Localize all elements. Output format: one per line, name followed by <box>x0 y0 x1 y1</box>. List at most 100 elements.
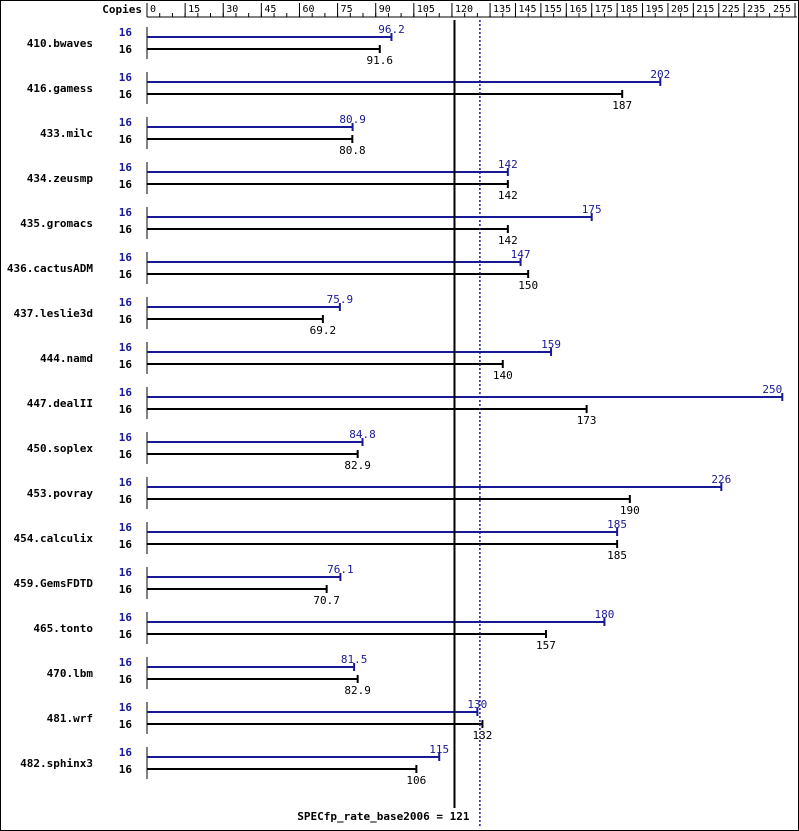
base-value-label: 91.6 <box>367 54 394 67</box>
benchmark-label: 436.cactusADM <box>7 262 93 275</box>
base-value-label: 106 <box>406 774 426 787</box>
benchmark-label: 481.wrf <box>47 712 93 725</box>
base-copies: 16 <box>119 583 133 596</box>
base-value-label: 157 <box>536 639 556 652</box>
base-value-label: 70.7 <box>313 594 340 607</box>
x-tick-label: 90 <box>379 4 391 15</box>
x-tick-label: 0 <box>150 4 156 15</box>
peak-copies: 16 <box>119 206 133 219</box>
x-tick-label: 120 <box>455 4 473 15</box>
base-summary-label: SPECfp_rate_base2006 = 121 <box>297 810 470 823</box>
benchmark-label: 450.soplex <box>27 442 94 455</box>
base-copies: 16 <box>119 268 133 281</box>
base-copies: 16 <box>119 448 133 461</box>
peak-copies: 16 <box>119 116 133 129</box>
benchmark-row: 444.namd 16 159 16 140 <box>40 338 561 382</box>
benchmark-row: 410.bwaves 16 96.2 16 91.6 <box>27 23 405 67</box>
base-copies: 16 <box>119 403 133 416</box>
x-tick-label: 15 <box>188 4 200 15</box>
peak-value-label: 115 <box>429 743 449 756</box>
benchmark-row: 481.wrf 16 130 16 132 <box>47 698 493 742</box>
x-tick-label: 175 <box>595 4 613 15</box>
benchmark-label: 416.gamess <box>27 82 93 95</box>
base-value-label: 82.9 <box>344 684 371 697</box>
x-tick-label: 165 <box>569 4 587 15</box>
benchmark-label: 482.sphinx3 <box>20 757 93 770</box>
base-copies: 16 <box>119 88 133 101</box>
base-copies: 16 <box>119 133 133 146</box>
x-tick-label: 235 <box>747 4 765 15</box>
peak-value-label: 185 <box>607 518 627 531</box>
benchmark-row: 482.sphinx3 16 115 16 106 <box>20 743 449 787</box>
peak-copies: 16 <box>119 566 133 579</box>
base-copies: 16 <box>119 673 133 686</box>
x-tick-label: 195 <box>646 4 664 15</box>
base-copies: 16 <box>119 538 133 551</box>
peak-value-label: 147 <box>511 248 531 261</box>
benchmark-row: 454.calculix 16 185 16 185 <box>14 518 628 562</box>
peak-value-label: 159 <box>541 338 561 351</box>
base-copies: 16 <box>119 43 133 56</box>
benchmark-rows: 410.bwaves 16 96.2 16 91.6 416.gamess 16 202 16 1… <box>7 23 784 787</box>
copies-header: Copies <box>102 3 142 16</box>
base-value-label: 82.9 <box>344 459 371 472</box>
x-tick-label: 155 <box>544 4 562 15</box>
benchmark-row: 434.zeusmp 16 142 16 142 <box>27 158 518 202</box>
x-tick-label: 105 <box>417 4 435 15</box>
benchmark-label: 465.tonto <box>33 622 93 635</box>
peak-value-label: 96.2 <box>378 23 405 36</box>
base-copies: 16 <box>119 358 133 371</box>
x-tick-label: 255 <box>773 4 791 15</box>
peak-value-label: 80.9 <box>339 113 366 126</box>
peak-copies: 16 <box>119 161 133 174</box>
peak-value-label: 76.1 <box>327 563 354 576</box>
peak-value-label: 75.9 <box>327 293 354 306</box>
benchmark-row: 453.povray 16 226 16 190 <box>27 473 731 517</box>
base-value-label: 140 <box>493 369 513 382</box>
x-tick-label: 60 <box>302 4 314 15</box>
peak-copies: 16 <box>119 251 133 264</box>
benchmark-label: 434.zeusmp <box>27 172 94 185</box>
base-copies: 16 <box>119 313 133 326</box>
peak-value-label: 202 <box>650 68 670 81</box>
benchmark-row: 459.GemsFDTD 16 76.1 16 70.7 <box>14 563 354 607</box>
x-tick-label: 30 <box>226 4 238 15</box>
benchmark-label: 453.povray <box>27 487 94 500</box>
peak-copies: 16 <box>119 71 133 84</box>
peak-copies: 16 <box>119 26 133 39</box>
benchmark-row: 437.leslie3d 16 75.9 16 69.2 <box>14 293 354 337</box>
peak-value-label: 84.8 <box>349 428 376 441</box>
base-value-label: 142 <box>498 189 518 202</box>
peak-value-label: 81.5 <box>341 653 368 666</box>
peak-copies: 16 <box>119 341 133 354</box>
x-tick-label: 225 <box>722 4 740 15</box>
base-value-label: 190 <box>620 504 640 517</box>
peak-value-label: 180 <box>594 608 614 621</box>
benchmark-label: 447.dealII <box>27 397 93 410</box>
peak-value-label: 226 <box>711 473 731 486</box>
peak-copies: 16 <box>119 296 133 309</box>
benchmark-row: 450.soplex 16 84.8 16 82.9 <box>27 428 376 472</box>
benchmark-row: 447.dealII 16 250 16 173 <box>27 383 784 427</box>
base-value-label: 187 <box>612 99 632 112</box>
base-value-label: 150 <box>518 279 538 292</box>
benchmark-row: 416.gamess 16 202 16 187 <box>27 68 670 112</box>
benchmark-row: 470.lbm 16 81.5 16 82.9 <box>47 653 371 697</box>
x-tick-label: 75 <box>341 4 353 15</box>
peak-value-label: 142 <box>498 158 518 171</box>
peak-copies: 16 <box>119 746 133 759</box>
x-tick-label: 185 <box>620 4 638 15</box>
peak-copies: 16 <box>119 431 133 444</box>
peak-copies: 16 <box>119 701 133 714</box>
peak-copies: 16 <box>119 521 133 534</box>
base-value-label: 69.2 <box>310 324 337 337</box>
benchmark-label: 410.bwaves <box>27 37 93 50</box>
base-value-label: 185 <box>607 549 627 562</box>
peak-value-label: 175 <box>582 203 602 216</box>
benchmark-row: 433.milc 16 80.9 16 80.8 <box>40 113 366 157</box>
base-copies: 16 <box>119 178 133 191</box>
x-axis: 0 15 30 45 60 75 90 105 120 135 145 155 165 175 185 195… <box>146 3 797 18</box>
base-value-label: 142 <box>498 234 518 247</box>
